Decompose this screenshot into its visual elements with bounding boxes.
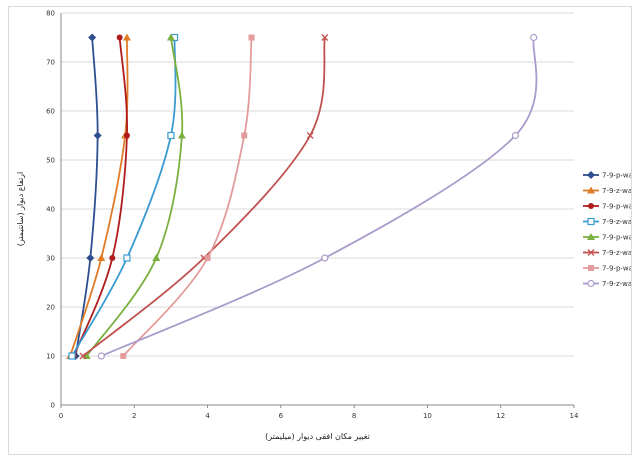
tick-labels: 0 10 20 30 40 50 60 70 80 0 2 4 6 8 10 12 14	[46, 10, 579, 421]
series-group	[66, 33, 538, 360]
data-point	[120, 353, 127, 359]
data-point	[166, 33, 175, 41]
legend-item: 7-9-p-wa2	[583, 203, 631, 211]
legend-marker	[587, 217, 595, 226]
data-point	[123, 132, 130, 139]
data-point	[321, 254, 329, 262]
series-line	[74, 37, 99, 357]
series-7-9-z-wa2	[68, 33, 179, 360]
legend-item: 7-9-p-wa1	[583, 171, 631, 180]
legend-marker	[587, 279, 595, 288]
data-point	[306, 132, 314, 139]
data-point	[122, 33, 131, 41]
legend-item: 7-9-z-wa4	[583, 279, 631, 288]
legend-marker	[588, 265, 594, 271]
legend-marker	[587, 171, 595, 179]
legend-marker	[588, 203, 594, 209]
x-tick-label: 8	[352, 412, 356, 420]
legend-item: 7-9-z-wa3	[583, 249, 631, 257]
data-point	[167, 131, 175, 140]
data-point	[86, 254, 95, 262]
data-point	[109, 255, 116, 261]
series-line	[122, 37, 253, 357]
y-tick-label: 20	[46, 304, 55, 312]
x-tick-label: 4	[205, 412, 210, 420]
data-point	[79, 352, 87, 360]
series-7-9-p-wa3	[82, 33, 186, 359]
legend-label: 7-9-p-wa1	[602, 172, 631, 180]
data-point	[204, 255, 211, 261]
data-point	[241, 132, 248, 139]
data-point	[248, 34, 255, 41]
gridlines	[61, 12, 574, 357]
legend-label: 7-9-p-wa3	[602, 234, 631, 242]
legend-marker	[587, 186, 595, 194]
y-tick-label: 80	[46, 10, 55, 18]
legend-marker	[587, 233, 595, 240]
series-7-9-p-wa4	[120, 34, 255, 359]
series-7-9-z-wa3	[79, 34, 329, 360]
series-line	[72, 37, 128, 357]
series-line	[85, 37, 184, 357]
legend-label: 7-9-z-wa3	[602, 249, 631, 257]
legend-label: 7-9-p-wa4	[602, 265, 631, 273]
y-tick-label: 60	[46, 108, 55, 116]
y-tick-label: 10	[46, 353, 55, 361]
axes	[60, 13, 575, 408]
y-tick-label: 40	[46, 206, 55, 214]
x-tick-label: 6	[279, 412, 284, 420]
data-point	[88, 33, 97, 42]
series-line	[82, 37, 326, 357]
y-tick-label: 50	[46, 157, 55, 165]
legend-item: 7-9-z-wa1	[583, 186, 631, 195]
data-point	[93, 131, 102, 140]
x-tick-label: 2	[132, 412, 136, 420]
legend-label: 7-9-z-wa2	[602, 218, 631, 226]
y-tick-label: 0	[51, 402, 55, 410]
x-tick-label: 0	[59, 412, 63, 420]
series-line	[69, 37, 129, 357]
data-point	[530, 33, 538, 42]
data-point	[177, 131, 186, 139]
legend-label: 7-9-z-wa1	[602, 187, 631, 195]
x-tick-label: 10	[423, 412, 432, 420]
data-point	[97, 254, 106, 261]
legend-label: 7-9-z-wa4	[602, 280, 631, 288]
data-point	[152, 254, 161, 261]
legend-item: 7-9-p-wa4	[583, 265, 631, 273]
data-point	[97, 352, 105, 360]
data-point	[321, 34, 329, 41]
x-axis-title: تغییر مکان افقی دیوار (میلیمتر)	[265, 432, 370, 441]
legend-item: 7-9-p-wa3	[583, 233, 631, 242]
series-7-9-z-wa4	[97, 33, 538, 360]
x-tick-label: 14	[570, 412, 579, 420]
data-point	[123, 254, 131, 262]
series-7-9-p-wa1	[71, 33, 102, 360]
legend-marker	[587, 249, 595, 256]
series-7-9-p-wa2	[70, 34, 130, 359]
series-line	[71, 37, 177, 357]
y-tick-label: 30	[46, 255, 55, 263]
x-tick-label: 12	[496, 412, 505, 420]
data-point	[68, 352, 76, 360]
series-line	[100, 37, 538, 357]
data-point	[511, 131, 519, 140]
legend: 7-9-p-wa1 7-9-z-wa1 7-9-p-wa2 7-9-z-wa2 7-9-…	[583, 171, 631, 288]
y-tick-label: 70	[46, 59, 55, 67]
legend-item: 7-9-z-wa2	[583, 217, 631, 226]
data-point	[116, 34, 123, 41]
y-axis-title: ارتفاع دیوار (سانتیمتر)	[16, 172, 25, 247]
legend-label: 7-9-p-wa2	[602, 203, 631, 211]
